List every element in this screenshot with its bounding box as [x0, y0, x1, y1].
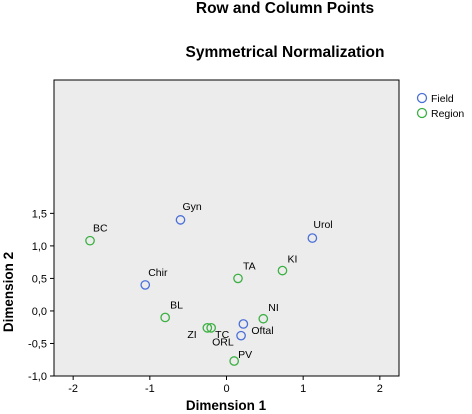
data-point-bl [160, 312, 171, 323]
point-label-ta: TA [243, 260, 256, 272]
legend-label-region: Region [431, 108, 464, 120]
y-tick-label: 1,0 [32, 241, 47, 253]
legend-label-field: Field [431, 93, 454, 105]
point-label-tc: TC [215, 329, 229, 341]
y-tick-label: 0,0 [32, 306, 47, 318]
y-tick-label: -1,0 [28, 371, 47, 383]
y-tick-label: -0,5 [28, 338, 47, 350]
x-tick-label: -1 [145, 383, 155, 395]
point-label-oftal: Oftal [251, 325, 273, 337]
chart-title: Row and Column Points [195, 0, 375, 17]
point-label-bl: BL [170, 299, 183, 311]
data-point-oftal [238, 319, 249, 329]
x-tick-label: -2 [68, 383, 78, 395]
data-point-ni [258, 313, 269, 324]
point-label-orl: ORL [212, 337, 234, 349]
y-tick-label: 1,5 [32, 208, 47, 220]
point-label-bc: BC [93, 223, 108, 235]
x-axis-label: Dimension 1 [186, 398, 267, 413]
data-point-bc [85, 235, 95, 246]
point-label-urol: Urol [313, 219, 332, 231]
point-label-zi: ZI [187, 329, 196, 341]
legend: Field Region [416, 92, 464, 120]
data-point-orl [236, 330, 246, 341]
x-tick-label: 2 [377, 383, 383, 395]
y-axis-label: Dimension 2 [1, 252, 16, 332]
x-tick-label: 0 [223, 383, 229, 395]
data-point-ki [277, 265, 288, 276]
data-point-zi [202, 323, 213, 333]
point-label-chir: Chir [148, 267, 168, 279]
data-point-urol [307, 233, 318, 243]
point-label-gyn: Gyn [183, 201, 202, 213]
data-point-tc [206, 323, 217, 333]
x-tick-label: 1 [300, 383, 306, 395]
legend-marker-field [416, 92, 428, 104]
data-point-gyn [175, 215, 186, 225]
point-label-ki: KI [287, 254, 297, 266]
data-point-chir [140, 280, 151, 290]
data-point-pv [229, 356, 240, 366]
point-label-pv: PV [238, 349, 252, 361]
point-label-ni: NI [268, 302, 279, 314]
y-tick-label: 0,5 [32, 273, 47, 285]
chart-subtitle: Symmetrical Normalization [185, 44, 385, 61]
data-point-ta [233, 273, 243, 284]
legend-marker-region [416, 107, 428, 119]
plot-area [53, 79, 400, 377]
